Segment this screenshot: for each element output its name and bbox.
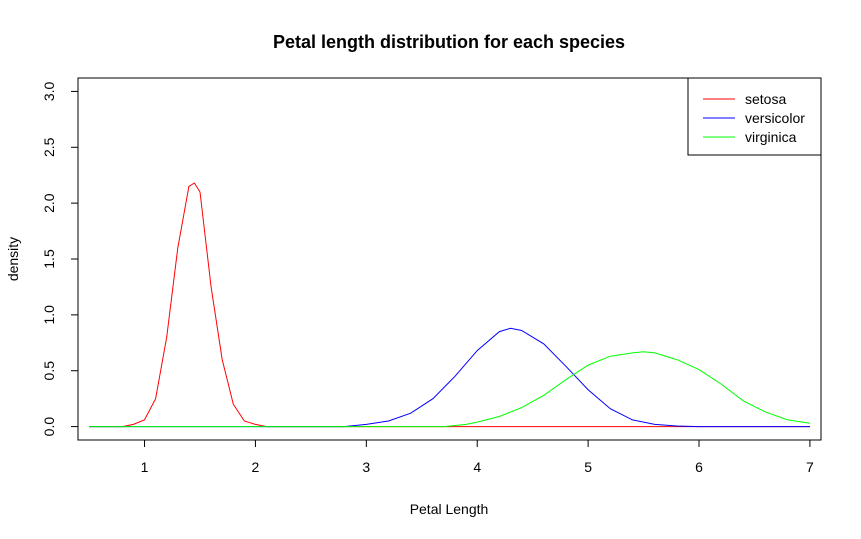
x-tick-label: 4: [473, 459, 481, 475]
y-tick-label: 0.5: [41, 361, 57, 381]
y-axis: 0.0 0.5 1.0 1.5 2.0 2.5 3.0: [41, 81, 79, 437]
y-tick-label: 1.0: [41, 305, 57, 325]
x-tick-label: 5: [584, 459, 592, 475]
legend-label-virginica: virginica: [745, 129, 797, 145]
legend: setosa versicolor virginica: [687, 77, 822, 156]
y-tick-label: 2.5: [41, 137, 57, 157]
x-axis-label: Petal Length: [410, 501, 489, 517]
x-tick-label: 7: [806, 459, 814, 475]
series-line-versicolor: [89, 327, 810, 428]
series-line-virginica: [89, 351, 810, 428]
series-line-setosa: [89, 182, 810, 428]
y-tick-label: 0.0: [41, 417, 57, 437]
chart-title: Petal length distribution for each speci…: [273, 32, 625, 52]
x-axis: 1 2 3 4 5 6 7: [141, 439, 814, 475]
y-tick-label: 3.0: [41, 81, 57, 101]
x-tick-label: 2: [252, 459, 260, 475]
y-tick-label: 1.5: [41, 249, 57, 269]
legend-box: [687, 77, 822, 156]
legend-label-versicolor: versicolor: [745, 110, 805, 126]
legend-label-setosa: setosa: [745, 91, 786, 107]
series-layer: [89, 182, 810, 428]
y-axis-label: density: [5, 237, 21, 281]
x-tick-label: 3: [362, 459, 370, 475]
x-tick-label: 1: [141, 459, 149, 475]
y-tick-label: 2.0: [41, 193, 57, 213]
x-tick-label: 6: [695, 459, 703, 475]
